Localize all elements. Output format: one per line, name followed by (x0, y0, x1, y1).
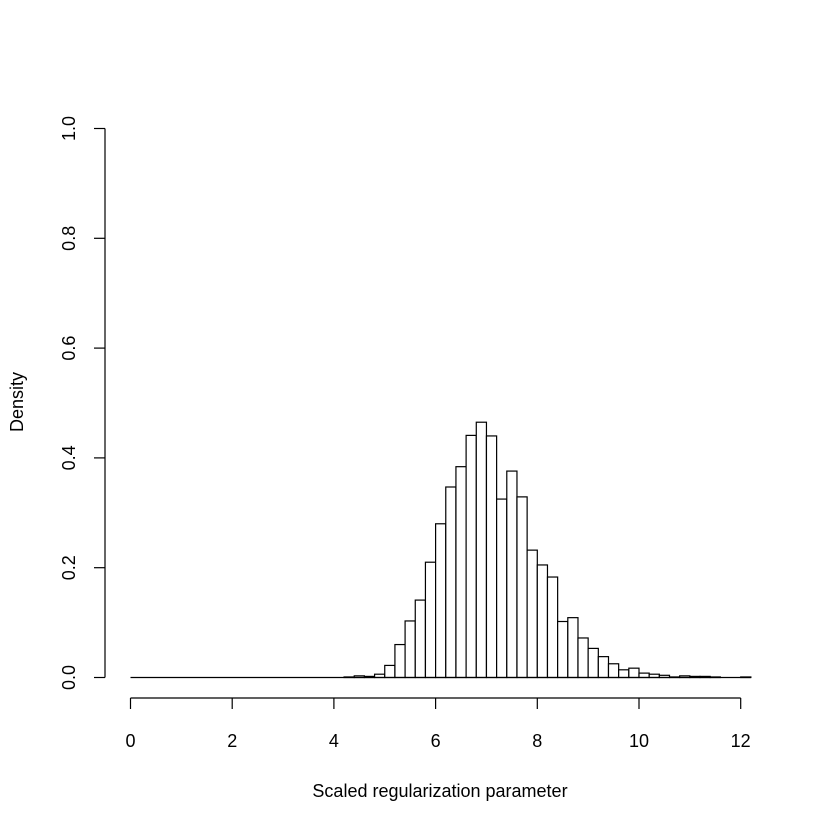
histogram-bar (587, 647, 599, 679)
histogram-bar (445, 486, 457, 679)
y-tick-label: 1.0 (59, 116, 79, 141)
histogram-bar (435, 523, 447, 679)
histogram-bar (607, 663, 620, 679)
x-axis: 0 2 4 6 8 10 12 (125, 697, 751, 751)
y-tick-label: 0.8 (59, 226, 79, 251)
histogram-bar (557, 620, 569, 679)
histogram-bar (414, 599, 427, 679)
x-tick-label: 10 (629, 731, 649, 751)
histogram-bar (496, 498, 508, 679)
histogram-bar (597, 656, 610, 679)
y-axis-title: Density (7, 372, 27, 432)
histogram-bar (384, 664, 396, 679)
y-tick-label: 0.4 (59, 445, 79, 470)
y-tick-label: 0.0 (59, 665, 79, 690)
histogram-bar (404, 620, 416, 679)
histogram-bar (424, 561, 437, 679)
x-tick-label: 0 (125, 731, 135, 751)
histogram-bar (526, 549, 538, 679)
x-tick-label: 2 (227, 731, 237, 751)
histogram-bar (618, 669, 630, 679)
histogram-bar (577, 637, 589, 679)
histogram-bar (394, 643, 406, 679)
x-axis-title: Scaled regularization parameter (312, 781, 567, 801)
histogram-bar (465, 434, 477, 679)
y-tick-label: 0.6 (59, 336, 79, 361)
x-tick-label: 4 (329, 731, 339, 751)
x-tick-label: 12 (731, 731, 751, 751)
y-tick-label: 0.2 (59, 555, 79, 580)
histogram-bar (546, 576, 559, 679)
x-tick-label: 6 (431, 731, 441, 751)
x-tick-label: 8 (532, 731, 542, 751)
histogram-bar (628, 667, 640, 679)
y-axis: 0.0 0.2 0.4 0.6 0.8 1.0 (59, 116, 106, 690)
histogram-bar (475, 421, 488, 679)
histogram-bar (485, 435, 498, 679)
histogram-bar (506, 470, 518, 679)
histogram-bar (638, 672, 650, 679)
histogram-bar (455, 466, 467, 679)
histogram-bar (567, 617, 579, 679)
histogram-bar (516, 496, 528, 679)
histogram-bar (536, 564, 549, 679)
histogram-bars (130, 421, 752, 679)
